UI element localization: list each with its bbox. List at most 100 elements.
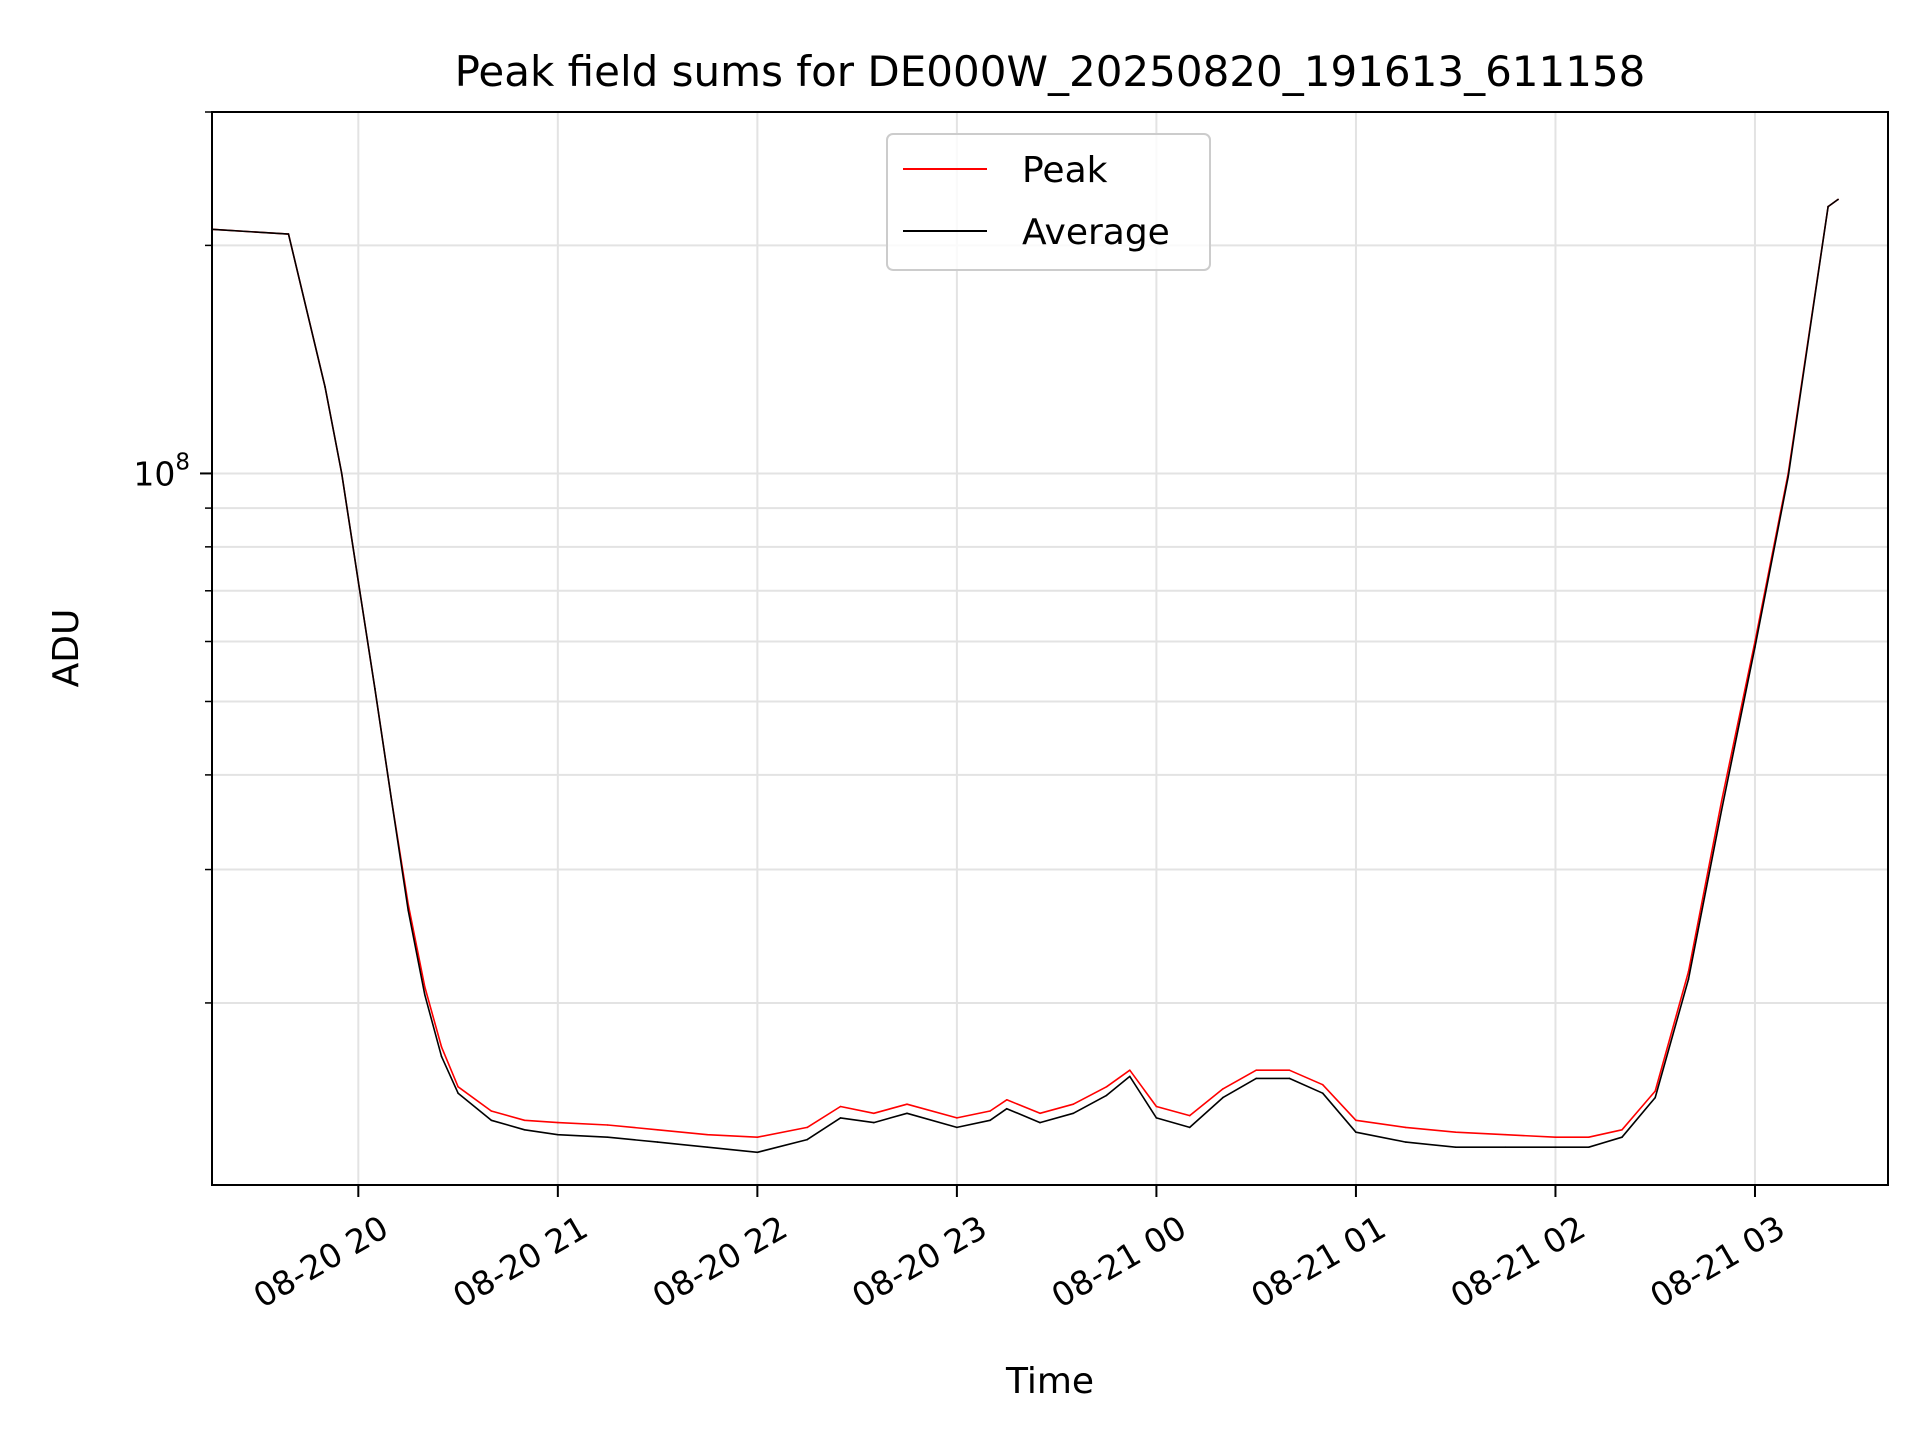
data-point — [340, 472, 343, 475]
data-point — [1454, 1146, 1457, 1148]
data-point — [1006, 1107, 1008, 1110]
data-point — [1504, 1133, 1507, 1136]
data-point — [424, 994, 426, 996]
data-point — [1621, 1136, 1623, 1138]
data-point — [357, 580, 360, 583]
data-point — [1554, 1146, 1557, 1148]
data-point — [1720, 799, 1723, 802]
data-point — [989, 1110, 991, 1112]
legend-label-average: Average — [1022, 212, 1170, 253]
data-point — [1720, 808, 1723, 811]
data-point — [1321, 1092, 1324, 1094]
data-point — [1754, 646, 1756, 648]
data-point — [806, 1138, 808, 1141]
y-axis-label: ADU — [46, 609, 87, 688]
data-point — [873, 1112, 875, 1115]
data-point — [457, 1092, 459, 1094]
data-point — [656, 1129, 659, 1131]
data-point — [1587, 1136, 1590, 1138]
plot-area — [212, 198, 1839, 1154]
data-point — [1072, 1103, 1075, 1105]
data-point — [1129, 1075, 1131, 1078]
data-point — [1255, 1069, 1257, 1071]
data-point — [1687, 970, 1690, 973]
data-point — [1554, 1136, 1557, 1138]
data-point — [756, 1136, 759, 1138]
data-point — [656, 1141, 659, 1143]
data-point — [1039, 1121, 1041, 1124]
data-point — [1827, 205, 1829, 208]
data-point — [606, 1124, 609, 1126]
series-points-average — [212, 198, 1839, 1154]
y-tick-label-base: 10 — [133, 454, 175, 493]
grid — [212, 111, 1888, 1185]
data-point — [906, 1112, 908, 1115]
plot-frame — [211, 111, 1889, 1186]
data-point — [606, 1136, 609, 1138]
data-point — [1155, 1117, 1158, 1119]
data-point — [1787, 475, 1789, 478]
data-point — [1105, 1086, 1108, 1088]
data-point — [1222, 1096, 1224, 1099]
data-point — [1222, 1088, 1224, 1090]
data-point — [1405, 1126, 1407, 1129]
data-point — [440, 1055, 443, 1058]
data-point — [557, 1133, 559, 1136]
data-point — [457, 1086, 459, 1088]
data-point — [374, 687, 376, 690]
data-point — [706, 1146, 709, 1148]
data-point — [1288, 1077, 1291, 1080]
data-point — [490, 1119, 493, 1122]
data-point — [1504, 1146, 1507, 1148]
chart-title: Peak field sums for DE000W_20250820_1916… — [455, 47, 1646, 96]
data-point — [806, 1126, 808, 1129]
data-point — [1288, 1069, 1291, 1071]
data-point — [490, 1110, 493, 1112]
series-layer — [212, 198, 1839, 1154]
y-axis: 108 — [133, 111, 212, 1004]
data-point — [1621, 1129, 1623, 1131]
data-point — [523, 1129, 526, 1131]
data-point — [1587, 1146, 1590, 1148]
data-point — [873, 1121, 875, 1124]
data-point — [1072, 1112, 1075, 1115]
data-point — [1155, 1105, 1158, 1108]
legend: Peak Average — [886, 133, 1211, 271]
data-point — [839, 1105, 842, 1108]
data-point — [424, 986, 426, 988]
y-tick-label-exponent: 8 — [175, 449, 190, 475]
data-point — [324, 386, 326, 388]
data-point — [287, 233, 290, 235]
data-point — [839, 1117, 842, 1119]
data-point — [1105, 1094, 1108, 1097]
data-point — [1039, 1112, 1041, 1115]
data-point — [1321, 1083, 1324, 1086]
data-point — [1654, 1090, 1656, 1092]
data-point — [440, 1046, 443, 1048]
data-point — [706, 1133, 709, 1136]
data-point — [906, 1103, 908, 1105]
data-point — [1355, 1131, 1357, 1133]
data-point — [1654, 1096, 1656, 1099]
data-point — [407, 909, 410, 912]
data-point — [956, 1126, 958, 1129]
data-point — [1188, 1126, 1191, 1129]
data-point — [1188, 1114, 1191, 1117]
data-point — [1129, 1069, 1131, 1071]
data-point — [1687, 978, 1690, 980]
data-point — [989, 1119, 991, 1122]
data-point — [1837, 198, 1839, 201]
data-point — [1355, 1119, 1357, 1122]
legend-label-peak: Peak — [1022, 150, 1108, 191]
y-tick-label: 108 — [133, 449, 190, 493]
data-point — [756, 1151, 759, 1154]
data-point — [956, 1117, 958, 1119]
data-point — [1255, 1077, 1257, 1080]
data-point — [523, 1119, 526, 1122]
data-point — [1006, 1099, 1008, 1101]
data-point — [1454, 1131, 1457, 1133]
x-axis-label: Time — [1005, 1361, 1094, 1402]
data-point — [1405, 1141, 1407, 1143]
data-point — [390, 799, 393, 802]
